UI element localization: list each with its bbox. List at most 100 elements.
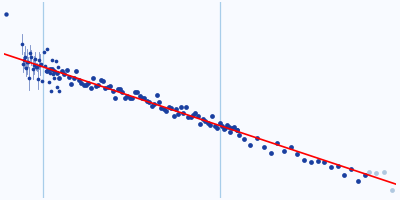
Point <box>190 114 196 117</box>
Point <box>139 96 145 99</box>
Point <box>56 76 62 80</box>
Point <box>30 64 37 67</box>
Point <box>187 115 194 119</box>
Point <box>234 129 240 132</box>
Point <box>158 106 164 109</box>
Point <box>200 118 206 121</box>
Point <box>122 96 128 99</box>
Point <box>180 111 186 114</box>
Point <box>49 67 55 70</box>
Point <box>126 96 133 100</box>
Point <box>38 62 44 65</box>
Point <box>288 145 294 148</box>
Point <box>47 71 53 75</box>
Point <box>98 79 104 82</box>
Point <box>373 171 380 174</box>
Point <box>192 112 199 115</box>
Point <box>26 77 32 80</box>
Point <box>44 69 50 72</box>
Point <box>209 115 216 118</box>
Point <box>321 160 328 163</box>
Point <box>134 90 140 94</box>
Point <box>175 113 182 116</box>
Point <box>20 63 26 66</box>
Point <box>117 87 123 90</box>
Point <box>83 84 89 87</box>
Point <box>71 76 77 79</box>
Point <box>197 123 204 126</box>
Point <box>132 90 138 94</box>
Point <box>254 136 260 139</box>
Point <box>308 161 314 164</box>
Point <box>267 151 274 154</box>
Point <box>35 77 41 80</box>
Point <box>33 65 39 68</box>
Point <box>328 165 334 168</box>
Point <box>105 85 111 89</box>
Point <box>107 85 114 88</box>
Point <box>58 69 65 73</box>
Point <box>182 106 189 109</box>
Point <box>76 79 82 82</box>
Point <box>3 13 9 16</box>
Point <box>23 67 29 70</box>
Point <box>102 87 109 90</box>
Point <box>381 171 388 174</box>
Point <box>124 94 130 97</box>
Point <box>178 105 184 109</box>
Point <box>49 59 56 62</box>
Point <box>144 100 150 103</box>
Point <box>46 81 52 84</box>
Point <box>45 67 51 71</box>
Point <box>274 141 280 144</box>
Point <box>222 126 228 129</box>
Point <box>185 115 191 119</box>
Point <box>231 125 238 128</box>
Point <box>21 59 27 62</box>
Point <box>52 60 59 63</box>
Point <box>22 55 28 59</box>
Point <box>112 96 118 100</box>
Point <box>51 70 58 73</box>
Point <box>110 89 116 92</box>
Point <box>54 85 60 88</box>
Point <box>28 56 35 59</box>
Point <box>163 110 170 113</box>
Point <box>136 95 143 98</box>
Point <box>234 128 240 132</box>
Point <box>129 96 136 99</box>
Point <box>355 179 361 183</box>
Point <box>161 107 167 111</box>
Point <box>301 158 307 161</box>
Point <box>100 79 106 82</box>
Point <box>207 123 213 127</box>
Point <box>34 65 40 69</box>
Point <box>48 89 54 92</box>
Point <box>227 130 234 133</box>
Point <box>92 84 99 87</box>
Point <box>36 59 42 62</box>
Point <box>18 43 25 46</box>
Point <box>61 73 67 76</box>
Point <box>195 114 201 118</box>
Point <box>156 100 162 103</box>
Point <box>173 107 179 111</box>
Point <box>153 94 160 97</box>
Point <box>281 149 287 152</box>
Point <box>341 174 348 177</box>
Point <box>90 76 96 79</box>
Point <box>362 173 368 176</box>
Point <box>80 84 87 87</box>
Point <box>168 106 174 109</box>
Point <box>166 106 172 109</box>
Point <box>42 64 48 68</box>
Point <box>226 125 233 128</box>
Point <box>25 60 32 64</box>
Point <box>51 76 58 79</box>
Point <box>95 83 101 86</box>
Point <box>63 68 70 71</box>
Point <box>202 119 208 122</box>
Point <box>348 168 354 171</box>
Point <box>88 86 94 89</box>
Point <box>146 101 152 104</box>
